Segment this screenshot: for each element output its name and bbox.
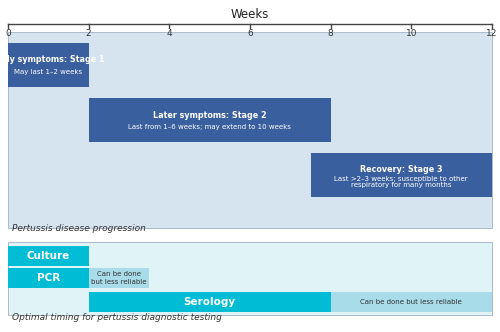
Bar — [8, 242, 492, 315]
Text: 6: 6 — [247, 29, 253, 38]
Text: Early symptoms: Stage 1: Early symptoms: Stage 1 — [0, 55, 104, 64]
Text: Weeks: Weeks — [231, 8, 269, 21]
Text: 2: 2 — [86, 29, 92, 38]
Text: 8: 8 — [328, 29, 334, 38]
Text: Last >2–3 weeks; susceptible to other
respiratory for many months: Last >2–3 weeks; susceptible to other re… — [334, 176, 468, 189]
Text: Can be done
but less reliable: Can be done but less reliable — [91, 272, 146, 285]
Text: 4: 4 — [166, 29, 172, 38]
Text: Last from 1–6 weeks; may extend to 10 weeks: Last from 1–6 weeks; may extend to 10 we… — [128, 124, 291, 130]
Text: Can be done but less reliable: Can be done but less reliable — [360, 299, 462, 305]
Bar — [8, 43, 88, 87]
Bar — [88, 292, 330, 312]
Text: 10: 10 — [406, 29, 417, 38]
Bar — [88, 98, 330, 142]
Text: 12: 12 — [486, 29, 498, 38]
Text: May last 1–2 weeks: May last 1–2 weeks — [14, 69, 82, 75]
Text: PCR: PCR — [36, 273, 60, 283]
Bar — [8, 268, 88, 288]
Bar — [88, 268, 149, 288]
Bar — [8, 32, 492, 228]
Text: Serology: Serology — [184, 297, 236, 307]
Text: Pertussis disease progression: Pertussis disease progression — [12, 224, 146, 233]
Bar — [330, 292, 492, 312]
Text: Later symptoms: Stage 2: Later symptoms: Stage 2 — [153, 111, 266, 120]
Text: 0: 0 — [5, 29, 11, 38]
Bar — [8, 246, 88, 266]
Bar — [310, 153, 492, 197]
Text: Optimal timing for pertussis diagnostic testing: Optimal timing for pertussis diagnostic … — [12, 313, 222, 322]
Text: Culture: Culture — [26, 251, 70, 261]
Text: Recovery: Stage 3: Recovery: Stage 3 — [360, 165, 442, 175]
